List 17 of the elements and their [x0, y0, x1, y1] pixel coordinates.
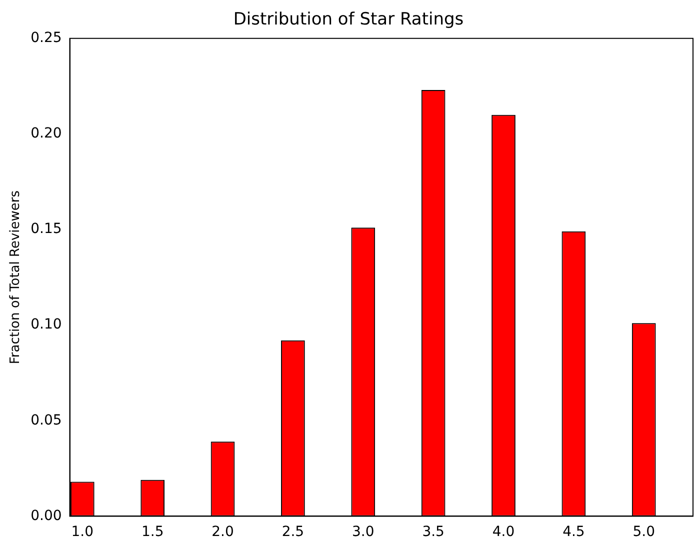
y-tick-label: 0.15	[30, 221, 62, 238]
x-tick-label: 2.5	[282, 524, 304, 540]
x-tick-label: 2.0	[212, 524, 234, 540]
y-tick-label: 0.10	[30, 316, 62, 333]
x-tick-label: 1.5	[141, 524, 164, 540]
y-axis-title: Fraction of Total Reviewers	[8, 190, 24, 364]
x-tick-label: 1.0	[71, 524, 94, 540]
x-tick-label: 4.0	[492, 524, 515, 540]
x-tick-label: 5.0	[632, 524, 656, 540]
chart-title: Distribution of Star Ratings	[233, 10, 464, 30]
y-tick-label: 0.20	[30, 126, 62, 142]
x-tick-label: 3.0	[352, 524, 374, 540]
y-tick-label: 0.25	[30, 30, 62, 46]
y-tick-label: 0.05	[30, 412, 62, 428]
x-tick-label: 3.5	[422, 524, 444, 540]
x-tick-label: 4.5	[562, 524, 585, 540]
y-tick-label: 0.00	[30, 508, 62, 524]
